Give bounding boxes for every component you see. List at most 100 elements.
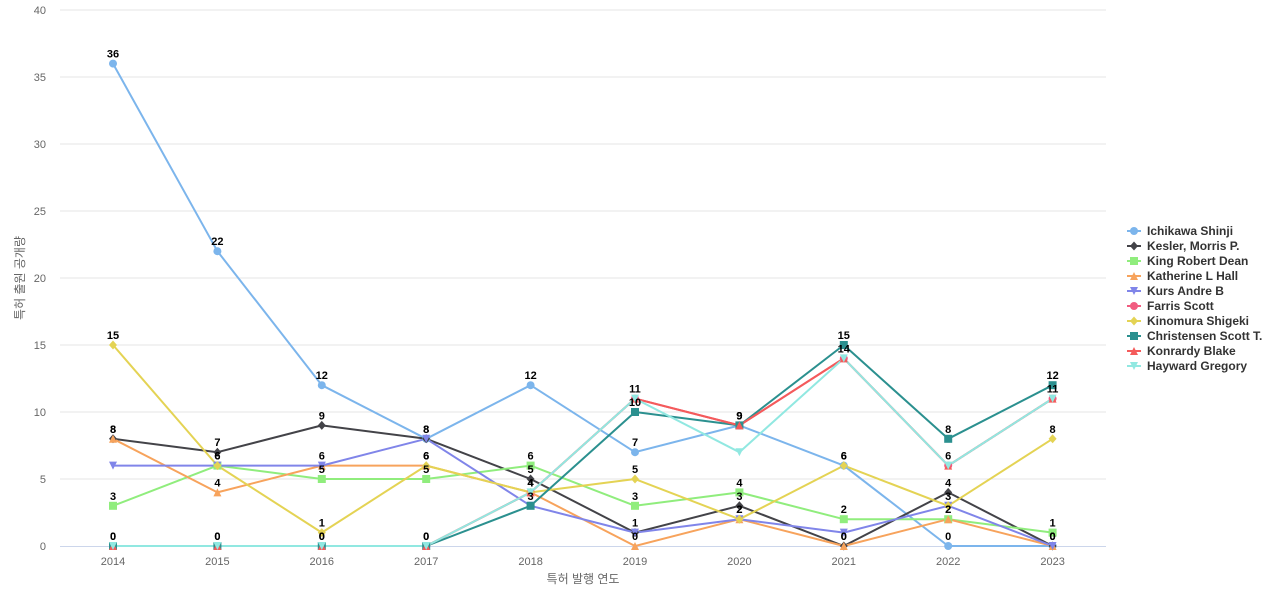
data-label: 0 (214, 531, 220, 543)
legend-label: King Robert Dean (1147, 254, 1248, 268)
data-label: 9 (319, 410, 325, 422)
data-label: 5 (423, 464, 429, 476)
data-label: 0 (841, 531, 847, 543)
data-point (213, 247, 222, 256)
data-label: 8 (110, 424, 116, 436)
data-point (631, 394, 639, 403)
x-tick-label: 2022 (936, 556, 960, 568)
data-label: 5 (528, 464, 534, 476)
data-label: 4 (214, 477, 221, 489)
data-label: 6 (214, 451, 220, 463)
x-tick-label: 2019 (623, 556, 647, 568)
data-label: 7 (214, 437, 220, 449)
data-point (1048, 434, 1057, 444)
legend-item[interactable]: Ichikawa Shinji (1127, 224, 1233, 238)
series-markers (109, 59, 1057, 551)
legend-marker-icon (1130, 347, 1138, 355)
legend-label: Christensen Scott T. (1147, 329, 1262, 343)
y-tick-label: 5 (40, 474, 46, 486)
data-label: 7 (632, 437, 638, 449)
data-point (735, 488, 744, 497)
legend-item[interactable]: King Robert Dean (1127, 254, 1248, 268)
legend-marker-icon (1130, 316, 1138, 326)
data-label: 36 (107, 49, 119, 61)
data-label: 6 (423, 451, 429, 463)
y-tick-label: 15 (34, 340, 46, 352)
data-label: 0 (632, 531, 638, 543)
legend-item[interactable]: Katherine L Hall (1127, 269, 1238, 283)
series-lines (112, 63, 1054, 547)
legend-item[interactable]: Konrardy Blake (1127, 344, 1236, 358)
data-point (317, 381, 326, 390)
data-label: 4 (528, 477, 535, 489)
data-label: 0 (423, 531, 429, 543)
data-point (631, 542, 639, 550)
data-point (735, 448, 744, 457)
data-point (213, 461, 222, 471)
data-label: 1 (319, 518, 325, 530)
data-label: 2 (945, 504, 951, 516)
data-label: 8 (423, 424, 429, 436)
data-point (109, 461, 117, 470)
data-label: 1 (1050, 518, 1056, 530)
data-label: 0 (423, 531, 429, 543)
data-label: 4 (945, 477, 952, 489)
data-label: 0 (945, 531, 951, 543)
data-label: 0 (319, 531, 325, 543)
data-label: 11 (629, 384, 641, 396)
series-line (112, 63, 1053, 547)
data-label: 0 (1050, 531, 1056, 543)
data-point (944, 434, 953, 443)
data-point (631, 448, 639, 457)
data-point (317, 461, 326, 470)
legend-label: Kinomura Shigeki (1147, 314, 1249, 328)
data-point (839, 542, 848, 550)
data-point (213, 447, 222, 457)
x-axis-title: 특허 발행 연도 (547, 571, 620, 586)
data-label: 15 (838, 330, 850, 342)
data-point (1048, 394, 1057, 403)
legend-item[interactable]: Kurs Andre B (1127, 284, 1224, 298)
data-point (1048, 542, 1057, 550)
data-label: 9 (736, 410, 742, 422)
data-point (735, 514, 744, 524)
data-point (422, 542, 431, 550)
data-point (109, 59, 117, 68)
data-point (631, 408, 639, 416)
data-point (526, 381, 535, 390)
legend-item[interactable]: Farris Scott (1127, 299, 1214, 313)
data-point (109, 340, 117, 350)
series-line (112, 344, 1054, 534)
x-axis-ticks: 2014 2015 2016 2017 2018 2019 2020 2021 2022 2023 (101, 556, 1065, 568)
data-label: 6 (528, 451, 534, 463)
data-label: 4 (528, 477, 535, 489)
data-label: 8 (110, 424, 116, 436)
data-label: 8 (1050, 424, 1056, 436)
legend-item[interactable]: Kinomura Shigeki (1127, 314, 1249, 328)
legend-marker-icon (1130, 241, 1138, 251)
legend-item[interactable]: Christensen Scott T. (1127, 329, 1262, 343)
series-line (113, 437, 1053, 547)
legend-item[interactable]: Kesler, Morris P. (1127, 239, 1240, 253)
legend-item[interactable]: Hayward Gregory (1127, 359, 1247, 373)
data-point (944, 487, 953, 497)
data-label: 6 (841, 451, 847, 463)
data-point (526, 501, 535, 510)
data-label: 4 (736, 477, 743, 489)
data-label: 0 (1050, 531, 1056, 543)
x-tick-label: 2015 (205, 556, 229, 568)
data-point (109, 434, 117, 443)
y-tick-label: 25 (34, 206, 46, 218)
legend-label: Katherine L Hall (1147, 269, 1238, 283)
data-label: 12 (1046, 370, 1058, 382)
data-label: 0 (841, 531, 847, 543)
data-point (631, 501, 639, 510)
legend-marker-icon (1130, 302, 1138, 310)
data-label: 9 (736, 410, 742, 422)
data-label: 12 (316, 370, 328, 382)
data-label: 3 (736, 491, 742, 503)
y-tick-label: 35 (34, 72, 46, 84)
data-point (526, 488, 535, 497)
